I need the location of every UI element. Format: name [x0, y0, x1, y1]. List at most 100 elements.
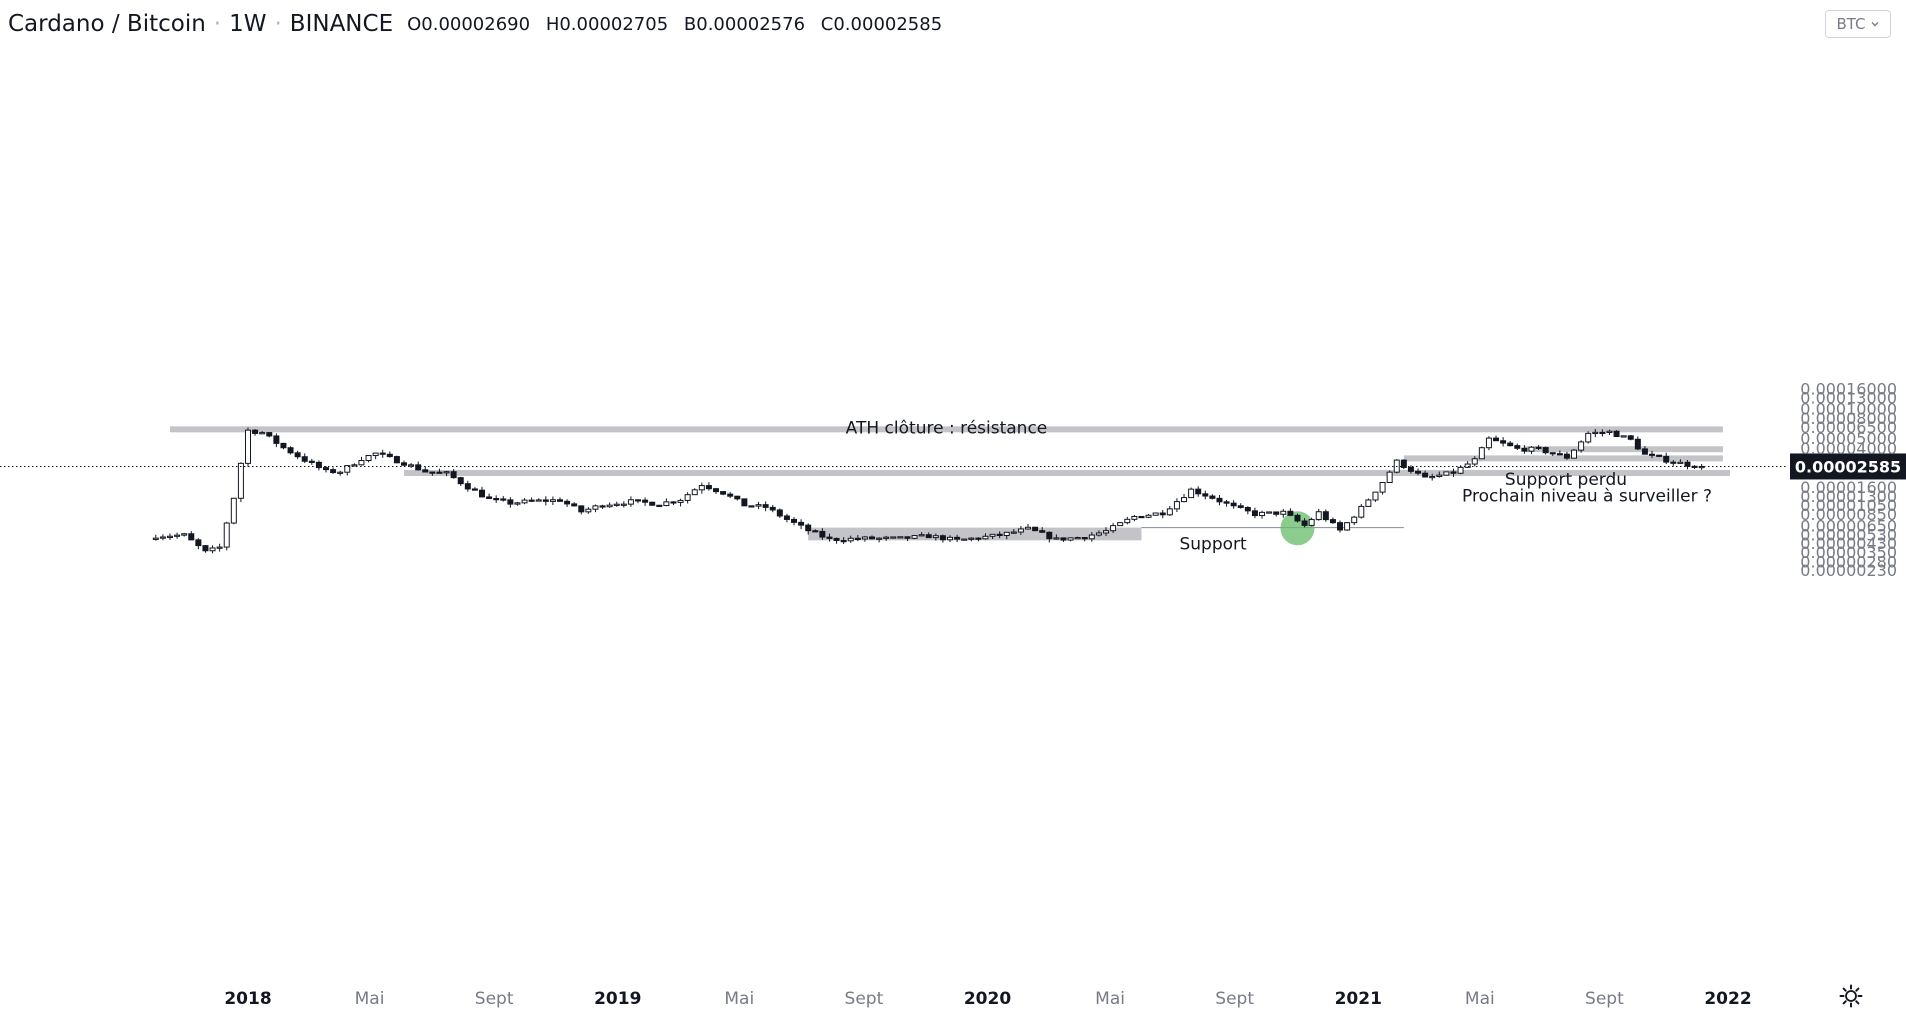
candle-body	[1585, 432, 1592, 443]
candle-body	[1634, 438, 1641, 450]
y-axis-tick-label: 0.00000850	[1800, 505, 1897, 524]
candle-body	[1542, 447, 1549, 454]
candle-body	[791, 518, 798, 523]
candle-body	[1344, 522, 1351, 531]
candle-body	[500, 498, 507, 501]
candle-body	[1415, 470, 1422, 474]
candle-body	[372, 452, 379, 457]
candle-body	[1003, 531, 1010, 537]
candle-body	[642, 499, 649, 503]
candle-body	[1287, 510, 1294, 516]
candle-body	[1103, 530, 1110, 534]
candle-body	[223, 522, 230, 548]
candle-body	[833, 537, 840, 542]
candle-body	[1322, 511, 1329, 521]
candle-body	[769, 506, 776, 511]
candle-body	[961, 538, 968, 541]
gear-icon[interactable]	[1838, 983, 1864, 1009]
y-axis-tick-label: 0.00000350	[1800, 543, 1897, 562]
candle-body	[152, 537, 159, 540]
candle-body	[443, 471, 450, 474]
annotation-zone	[1403, 455, 1723, 462]
candle-body	[578, 505, 585, 513]
candle-body	[805, 524, 812, 532]
candle-body	[1556, 453, 1563, 456]
candle-body	[280, 442, 287, 449]
candle-body	[1301, 520, 1308, 526]
candle-body	[159, 536, 166, 539]
candle-body	[1507, 442, 1514, 447]
candle-body	[1308, 519, 1315, 526]
y-axis-tick-label: 0.00000650	[1800, 517, 1897, 536]
candle-body	[1663, 455, 1670, 463]
ohlc-low-value: 0.00002576	[696, 13, 806, 35]
candle-body	[1237, 505, 1244, 508]
candle-body	[450, 471, 457, 479]
currency-selector-button[interactable]: BTC	[1825, 10, 1891, 38]
candle-body	[656, 504, 663, 507]
candle-body	[230, 497, 237, 524]
candle-body	[514, 502, 521, 505]
candle-body	[294, 452, 301, 458]
candle-body	[429, 471, 436, 474]
candle-body	[1571, 449, 1578, 459]
candle-body	[975, 537, 982, 540]
candle-body	[351, 464, 358, 467]
candle-body	[1407, 466, 1414, 472]
candle-body	[209, 547, 216, 552]
candle-body	[1656, 454, 1663, 457]
chevron-down-icon	[1871, 22, 1879, 27]
annotation-zone	[169, 426, 1723, 433]
y-axis-tick-label: 0.00016000	[1800, 379, 1897, 398]
candle-body	[1641, 448, 1648, 455]
x-axis-tick-label: Mai	[355, 989, 385, 1009]
candle-body	[727, 493, 734, 497]
candle-body	[1528, 446, 1535, 452]
x-axis-tick-label: 2020	[964, 989, 1011, 1009]
candle-body	[1181, 497, 1188, 503]
candle-body	[1195, 488, 1202, 495]
candle-body	[1677, 461, 1684, 464]
candle-body	[1209, 495, 1216, 499]
candle-body	[486, 496, 493, 500]
candle-body	[166, 535, 173, 538]
candle-body	[174, 534, 181, 537]
candle-body	[1627, 435, 1634, 440]
candle-body	[1535, 446, 1542, 449]
candle-body	[1649, 453, 1656, 456]
x-axis-tick-label: Sept	[475, 989, 514, 1009]
candle-body	[968, 537, 975, 540]
interval-label[interactable]: 1W	[229, 11, 267, 37]
candle-body	[869, 536, 876, 540]
candle-body	[1280, 510, 1287, 515]
candle-body	[564, 500, 571, 505]
symbol-name[interactable]: Cardano / Bitcoin	[8, 11, 206, 37]
x-axis-tick-label: Mai	[724, 989, 754, 1009]
candle-body	[1223, 501, 1230, 504]
candle-body	[606, 504, 613, 508]
candle-body	[1514, 445, 1521, 449]
candle-body	[1095, 532, 1102, 536]
candle-body	[1521, 447, 1528, 452]
candle-body	[542, 499, 549, 502]
candle-body	[1216, 497, 1223, 503]
candle-body	[408, 464, 415, 467]
candle-body	[1478, 447, 1485, 460]
y-axis-tick-label: 0.00005000	[1800, 429, 1897, 448]
candle-body	[507, 499, 514, 505]
candle-body	[571, 503, 578, 507]
candle-body	[741, 498, 748, 507]
y-axis-tick-label: 0.00008000	[1800, 409, 1897, 428]
candle-body	[592, 505, 599, 510]
symbol-header: Cardano / Bitcoin · 1W · BINANCE O0.0000…	[8, 10, 952, 38]
candle-body	[245, 429, 251, 464]
x-axis-tick-label: Sept	[1215, 989, 1254, 1009]
candle-body	[557, 499, 564, 502]
candle-body	[1358, 505, 1365, 518]
candle-body	[422, 469, 429, 473]
candle-body	[720, 491, 727, 495]
candle-body	[1124, 518, 1131, 524]
candle-body	[287, 447, 294, 454]
